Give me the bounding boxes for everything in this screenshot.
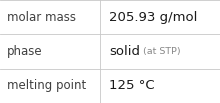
Text: solid: solid [109, 45, 140, 58]
Text: phase: phase [7, 45, 42, 58]
Text: 125 °C: 125 °C [109, 79, 154, 92]
Text: melting point: melting point [7, 79, 86, 92]
Text: molar mass: molar mass [7, 11, 76, 24]
Text: (at STP): (at STP) [143, 47, 181, 56]
Text: 205.93 g/mol: 205.93 g/mol [109, 11, 197, 24]
